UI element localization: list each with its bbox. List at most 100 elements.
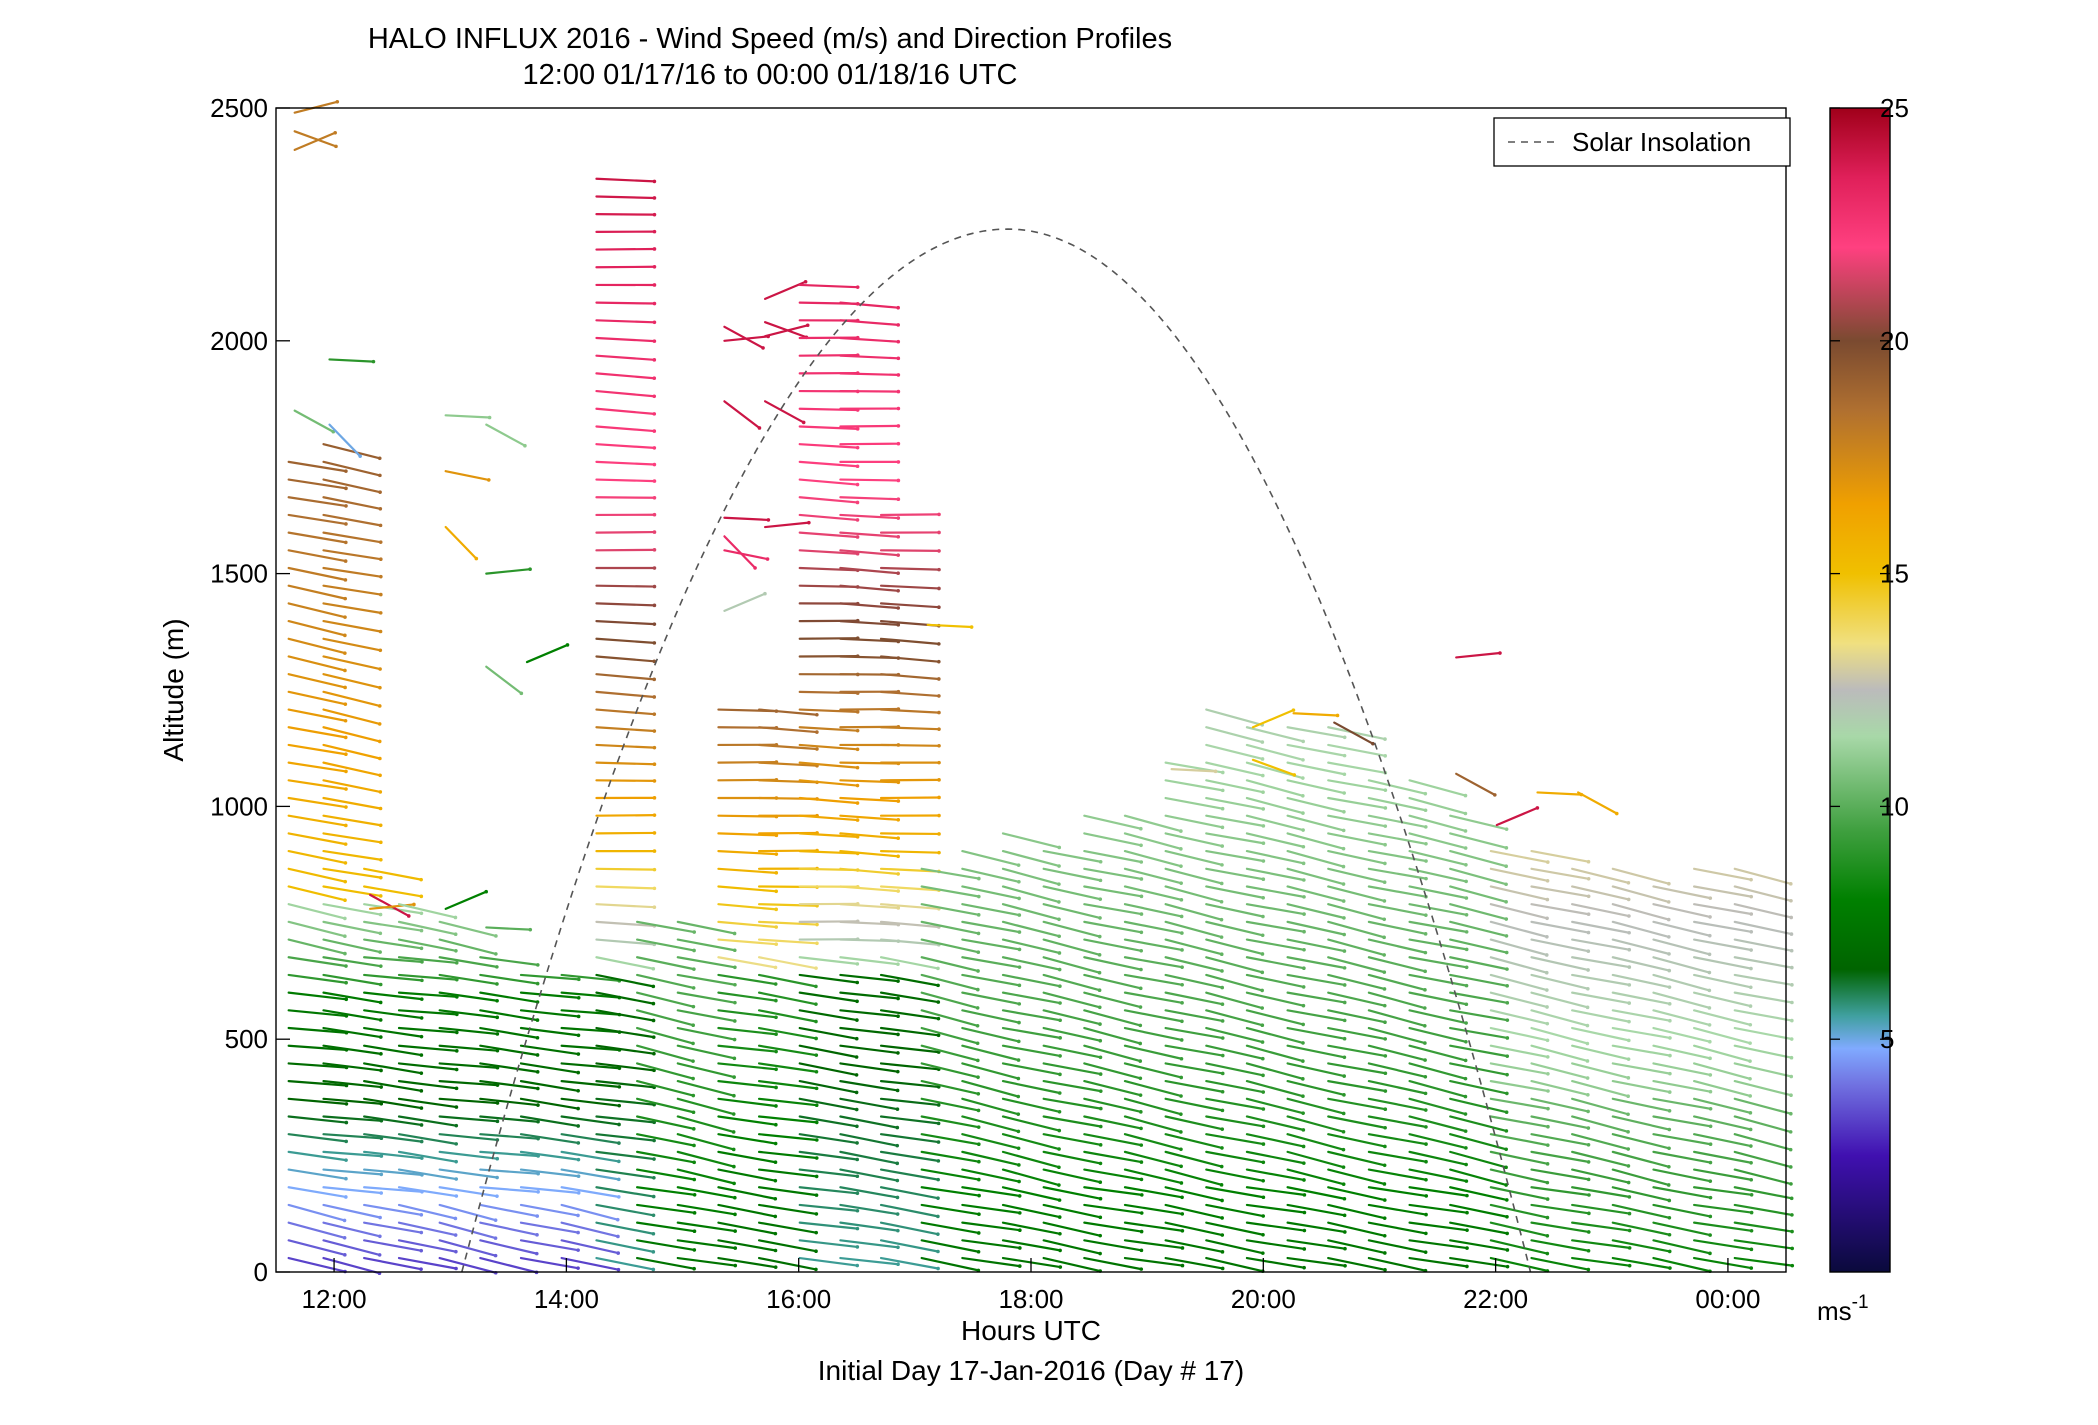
wind-barb-dot bbox=[895, 1107, 900, 1111]
wind-barb-dot bbox=[1544, 953, 1549, 957]
colorbar-tick-label: 5 bbox=[1880, 1024, 1894, 1054]
wind-barb-dot bbox=[378, 506, 383, 511]
wind-barb-dot bbox=[692, 1248, 697, 1252]
wind-barb-dot bbox=[1180, 982, 1184, 987]
wind-barb bbox=[363, 1044, 423, 1057]
solar-insolation-curve bbox=[461, 228, 1532, 1273]
wind-barb bbox=[287, 849, 347, 865]
wind-barb bbox=[1449, 1186, 1508, 1201]
wind-barb-dot bbox=[1749, 877, 1753, 882]
wind-barb-dot bbox=[652, 179, 657, 184]
wind-barb-dot bbox=[565, 643, 570, 647]
wind-barb-dot bbox=[379, 1172, 384, 1177]
wind-barb bbox=[1245, 867, 1305, 882]
wind-barb bbox=[1408, 1044, 1467, 1062]
wind-barb-dot bbox=[378, 540, 383, 544]
wind-barb bbox=[717, 956, 777, 969]
wind-barb-dot bbox=[1302, 1161, 1306, 1165]
wind-barb bbox=[1164, 1026, 1224, 1040]
wind-barb-dot bbox=[1464, 1021, 1468, 1025]
wind-barb bbox=[595, 973, 655, 988]
wind-barb-dot bbox=[379, 857, 383, 862]
wind-barb-dot bbox=[773, 982, 778, 986]
wind-barb-dot bbox=[343, 685, 347, 690]
wind-barb-dot bbox=[977, 1159, 981, 1164]
wind-barb-dot bbox=[936, 1000, 941, 1004]
wind-barb bbox=[560, 1203, 619, 1221]
wind-barb bbox=[322, 938, 382, 954]
wind-barb-dot bbox=[1424, 1159, 1428, 1164]
wind-barb bbox=[798, 549, 859, 555]
wind-barb-dot bbox=[419, 997, 424, 1001]
wind-barb-dot bbox=[378, 1018, 383, 1022]
wind-barb-dot bbox=[732, 1019, 737, 1023]
wind-barb bbox=[1251, 758, 1296, 777]
colorbar-unit: ms-1 bbox=[1817, 1292, 1869, 1326]
wind-barb bbox=[1123, 1203, 1184, 1216]
wind-barb bbox=[287, 832, 347, 846]
wind-barb-dot bbox=[1423, 988, 1427, 992]
wind-barb-dot bbox=[1504, 1183, 1508, 1187]
wind-barb-dot bbox=[1627, 930, 1631, 935]
wind-barb-dot bbox=[343, 842, 348, 846]
wind-barb-dot bbox=[773, 1178, 778, 1183]
wind-barb bbox=[1652, 956, 1711, 974]
wind-barb bbox=[595, 655, 656, 663]
wind-barb bbox=[1123, 1221, 1184, 1232]
wind-barb-dot bbox=[454, 1049, 459, 1053]
wind-barb bbox=[438, 1026, 499, 1036]
wind-barb bbox=[1693, 1115, 1752, 1131]
wind-barb bbox=[1245, 973, 1305, 988]
wind-barb bbox=[1286, 1080, 1346, 1096]
wind-barb-dot bbox=[896, 854, 900, 859]
wind-barb bbox=[1042, 1062, 1102, 1076]
wind-barb bbox=[1611, 1239, 1671, 1253]
wind-barb-dot bbox=[896, 799, 901, 803]
wind-barb bbox=[1001, 1239, 1062, 1252]
wind-barb-dot bbox=[895, 1088, 900, 1093]
wind-barb bbox=[1571, 938, 1631, 951]
wind-barb-dot bbox=[1423, 808, 1428, 813]
wind-barb bbox=[676, 1080, 735, 1097]
wind-barb bbox=[1205, 1080, 1265, 1094]
wind-barb-dot bbox=[1586, 986, 1590, 991]
wind-barb-dot bbox=[1058, 1018, 1062, 1023]
wind-barb-dot bbox=[896, 424, 901, 428]
wind-barb bbox=[1733, 867, 1792, 885]
wind-barb bbox=[1733, 903, 1793, 919]
wind-barb bbox=[1367, 1221, 1427, 1235]
wind-barb bbox=[369, 893, 410, 918]
wind-barb-dot bbox=[1058, 1054, 1062, 1058]
wind-barb bbox=[322, 1133, 383, 1140]
wind-barb-dot bbox=[1342, 966, 1347, 970]
wind-barb-dot bbox=[731, 1130, 736, 1134]
wind-barb-dot bbox=[1180, 1001, 1184, 1005]
wind-barb bbox=[757, 1186, 818, 1197]
wind-barb-dot bbox=[1586, 912, 1591, 917]
wind-barb-dot bbox=[1789, 1093, 1793, 1098]
wind-barb bbox=[636, 956, 695, 971]
wind-barb bbox=[1042, 867, 1102, 882]
wind-barb-dot bbox=[895, 1161, 900, 1166]
wind-barb-dot bbox=[1383, 1107, 1388, 1112]
wind-barb bbox=[1611, 920, 1670, 939]
wind-barb-dot bbox=[1302, 1193, 1307, 1197]
wind-barb bbox=[595, 301, 656, 305]
wind-barb bbox=[717, 1097, 778, 1108]
wind-barb-dot bbox=[1545, 1021, 1550, 1026]
wind-barb-dot bbox=[1301, 1094, 1305, 1098]
wind-barb-dot bbox=[534, 1251, 539, 1256]
wind-barb bbox=[363, 1203, 423, 1216]
wind-barb-dot bbox=[1707, 970, 1712, 975]
wind-barb bbox=[1693, 1150, 1753, 1164]
wind-barb bbox=[1164, 1080, 1224, 1093]
wind-barb-dot bbox=[378, 823, 383, 828]
wind-barb-dot bbox=[652, 196, 657, 200]
wind-barb-dot bbox=[733, 1246, 738, 1250]
wind-barb-dot bbox=[1017, 965, 1022, 969]
wind-barb bbox=[1611, 1026, 1672, 1040]
wind-barb-dot bbox=[1180, 1263, 1185, 1268]
wind-barb-dot bbox=[1017, 1264, 1022, 1268]
wind-barb bbox=[479, 1150, 540, 1158]
wind-barb bbox=[1164, 849, 1224, 866]
